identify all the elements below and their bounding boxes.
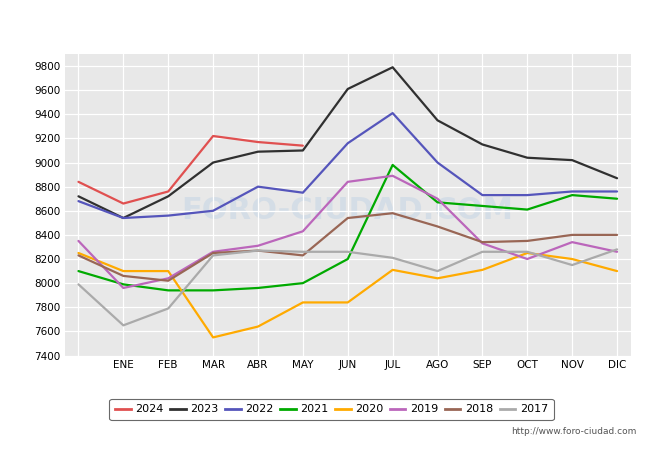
Text: FORO-CIUDAD.COM: FORO-CIUDAD.COM: [182, 196, 514, 225]
Text: http://www.foro-ciudad.com: http://www.foro-ciudad.com: [512, 427, 637, 436]
Text: Afiliados en Vinaròs a 31/5/2024: Afiliados en Vinaròs a 31/5/2024: [190, 11, 460, 29]
Legend: 2024, 2023, 2022, 2021, 2020, 2019, 2018, 2017: 2024, 2023, 2022, 2021, 2020, 2019, 2018…: [109, 399, 554, 420]
